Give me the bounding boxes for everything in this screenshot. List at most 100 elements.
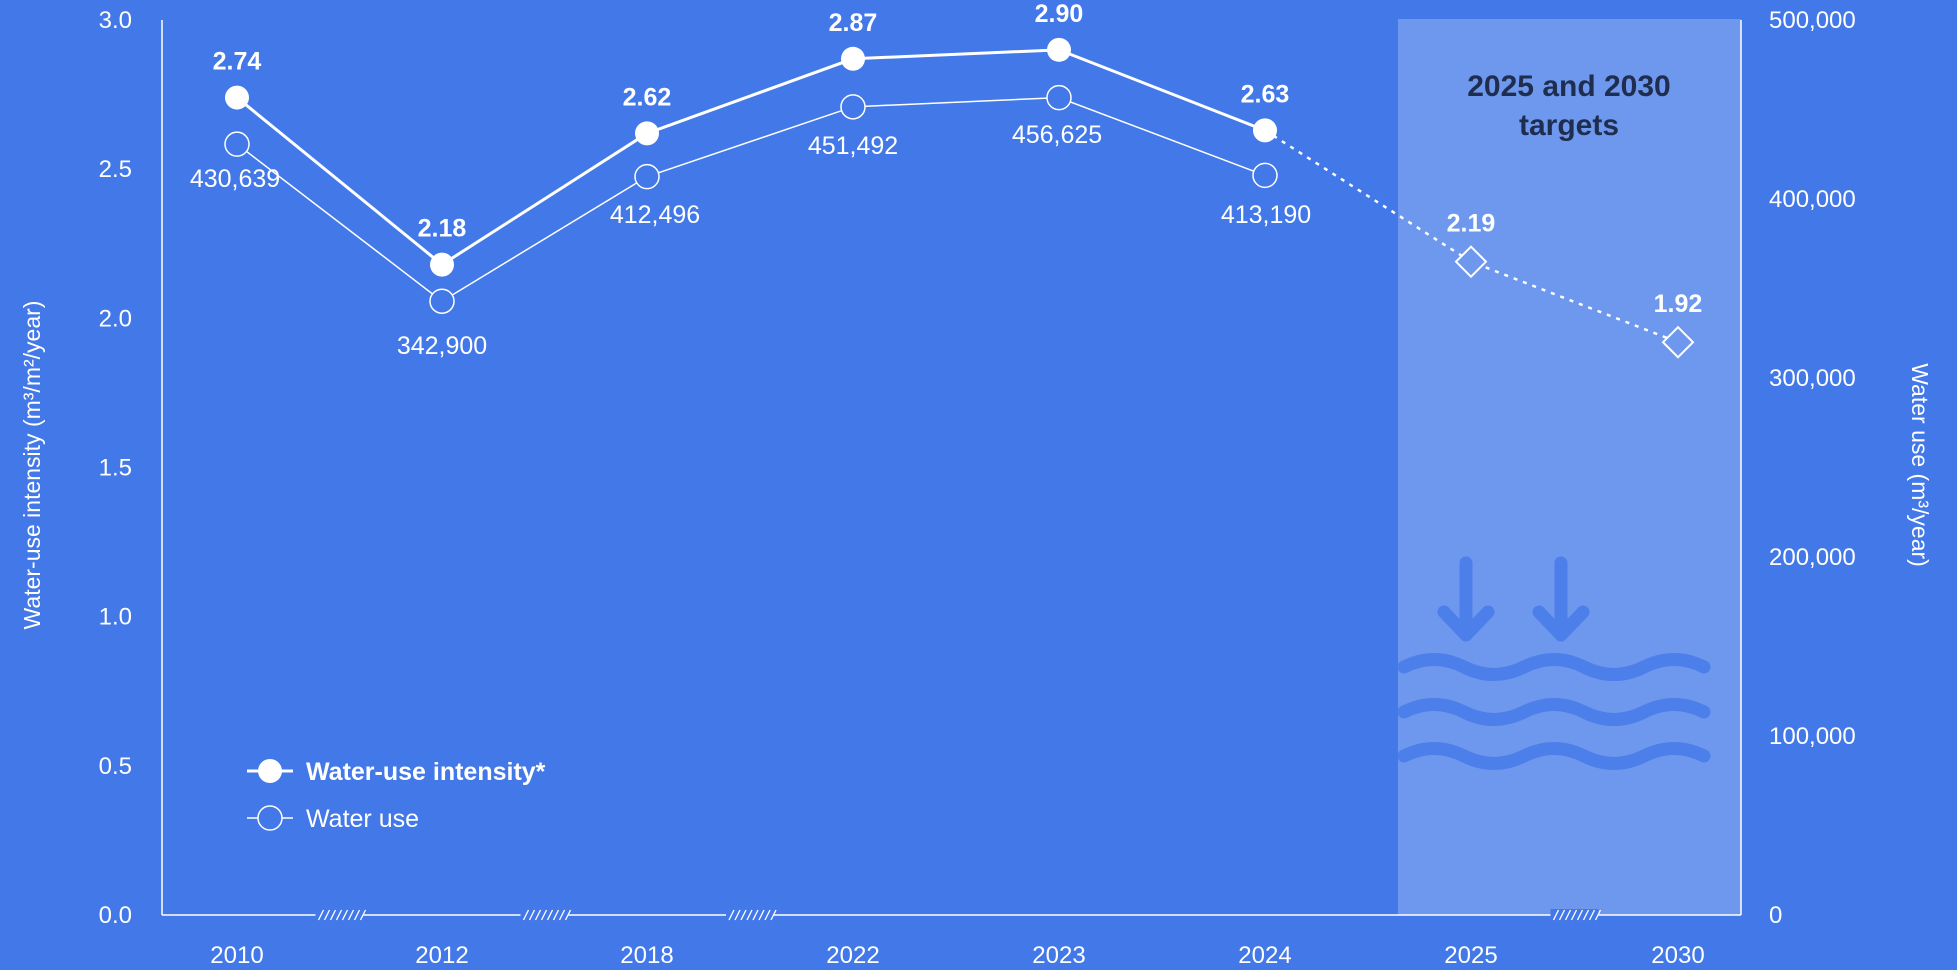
water-use-value-label: 342,900: [397, 332, 487, 360]
left-tick-label: 3.0: [99, 7, 132, 34]
target-point: [1661, 325, 1695, 359]
water-use-point: [1252, 162, 1278, 189]
water-waves-down-arrows-icon: [1397, 556, 1711, 770]
intensity-value-label: 2.90: [1035, 0, 1084, 28]
axis-break-mark: [1552, 909, 1560, 921]
axis-break-mark: [540, 909, 548, 921]
axis-break-mark: [359, 909, 367, 921]
axis-break-mark: [564, 909, 572, 921]
right-tick-label: 100,000: [1769, 723, 1856, 750]
legend: Water-use intensity* Water use: [247, 758, 546, 833]
right-axis-ticks: 0 100,000 200,000 300,000 400,000 500,000: [1769, 7, 1856, 929]
axis-break-mark: [335, 909, 343, 921]
target-value-label: 1.92: [1654, 290, 1703, 318]
right-axis-title: Water use (m³/year): [1907, 363, 1933, 567]
x-axis-ticks: 2010 2012 2018 2022 2023 2024 2025 2030: [210, 942, 1704, 969]
axis-break-mark: [770, 909, 777, 921]
left-tick-label: 0.0: [99, 902, 132, 929]
axis-break-mark: [546, 909, 554, 921]
axes: [161, 20, 1742, 916]
water-use-point: [840, 94, 866, 120]
right-tick-label: 400,000: [1769, 186, 1856, 213]
intensity-value-label: 2.74: [213, 48, 262, 76]
water-use-point: [224, 131, 250, 157]
axis-break-mark: [522, 909, 530, 921]
legend-label-water-use: Water use: [306, 805, 419, 833]
axis-break-mark: [329, 909, 337, 921]
axis-break-mark: [1570, 909, 1578, 921]
target-region: [1398, 19, 1741, 915]
axis-break-mark: [1558, 909, 1566, 921]
water-use-value-label: 451,492: [808, 132, 898, 160]
left-tick-label: 2.5: [99, 156, 132, 183]
axis-break-mark: [552, 909, 560, 921]
x-tick-label: 2023: [1032, 942, 1085, 969]
axis-break-mark: [323, 909, 331, 921]
target-point: [1454, 245, 1488, 279]
water-use-value-label: 413,190: [1221, 201, 1311, 229]
water-use-line: [236, 96, 1266, 303]
x-tick-label: 2024: [1238, 942, 1291, 969]
intensity-value-label: 2.87: [829, 9, 878, 37]
axis-break-mark: [528, 909, 536, 921]
target-title-line2: targets: [1519, 109, 1619, 142]
axis-break-mark: [353, 909, 361, 921]
intensity-point: [841, 46, 865, 71]
left-tick-label: 0.5: [99, 753, 132, 780]
axis-break-mark: [534, 909, 542, 921]
intensity-point: [225, 85, 249, 110]
axis-break-mark: [734, 909, 741, 921]
intensity-point: [430, 252, 454, 277]
intensity-point: [1047, 37, 1071, 62]
axis-break-mark: [752, 909, 759, 921]
water-use-point: [1046, 84, 1072, 111]
axis-break-mark: [1564, 909, 1572, 921]
axis-break-mark: [558, 909, 566, 921]
axis-break-mark: [1594, 909, 1602, 921]
axis-break-mark: [728, 909, 735, 921]
right-tick-label: 200,000: [1769, 544, 1856, 571]
axis-break-mark: [746, 909, 753, 921]
right-tick-label: 500,000: [1769, 7, 1856, 34]
axis-break-mark: [1588, 909, 1596, 921]
target-title-line1: 2025 and 2030: [1467, 70, 1670, 103]
x-tick-label: 2025: [1444, 942, 1497, 969]
water-use-value-label: 430,639: [190, 165, 280, 193]
left-tick-label: 1.5: [99, 455, 132, 482]
intensity-value-label: 2.18: [418, 215, 467, 243]
legend-item-intensity: Water-use intensity*: [247, 758, 546, 786]
axis-break-mark: [764, 909, 771, 921]
target-dashed-line: [1264, 129, 1679, 344]
water-use-value-label: 456,625: [1012, 121, 1102, 149]
axis-break-mark: [341, 909, 349, 921]
intensity-value-label: 2.62: [623, 83, 672, 111]
series-layer: 430,639 342,900 412,496 451,492 456,625 413,1…: [190, 0, 1703, 360]
axis-break-mark: [317, 909, 325, 921]
target-value-label: 2.19: [1447, 210, 1496, 238]
axis-break-mark: [1576, 909, 1584, 921]
left-tick-label: 2.0: [99, 305, 132, 332]
x-tick-label: 2012: [415, 942, 468, 969]
legend-item-water-use: Water use: [247, 805, 419, 833]
legend-label-intensity: Water-use intensity*: [306, 758, 546, 786]
water-use-point: [429, 288, 455, 314]
right-tick-label: 300,000: [1769, 365, 1856, 392]
water-use-point: [634, 163, 660, 190]
water-use-value-label: 412,496: [610, 201, 700, 229]
axis-break-mark: [758, 909, 765, 921]
axis-break-mark: [740, 909, 747, 921]
axis-breaks: [315, 909, 1602, 921]
intensity-value-label: 2.63: [1241, 80, 1290, 108]
left-axis-title: Water-use intensity (m³/m²/year): [19, 301, 45, 630]
right-tick-label: 0: [1769, 902, 1782, 929]
x-tick-label: 2030: [1651, 942, 1704, 969]
intensity-point: [635, 121, 659, 146]
intensity-line: [236, 48, 1266, 267]
x-tick-label: 2018: [620, 942, 673, 969]
left-tick-label: 1.0: [99, 604, 132, 631]
x-tick-label: 2010: [210, 942, 263, 969]
x-tick-label: 2022: [826, 942, 879, 969]
left-axis-ticks: 0.0 0.5 1.0 1.5 2.0 2.5 3.0: [99, 7, 132, 929]
axis-break-mark: [347, 909, 355, 921]
